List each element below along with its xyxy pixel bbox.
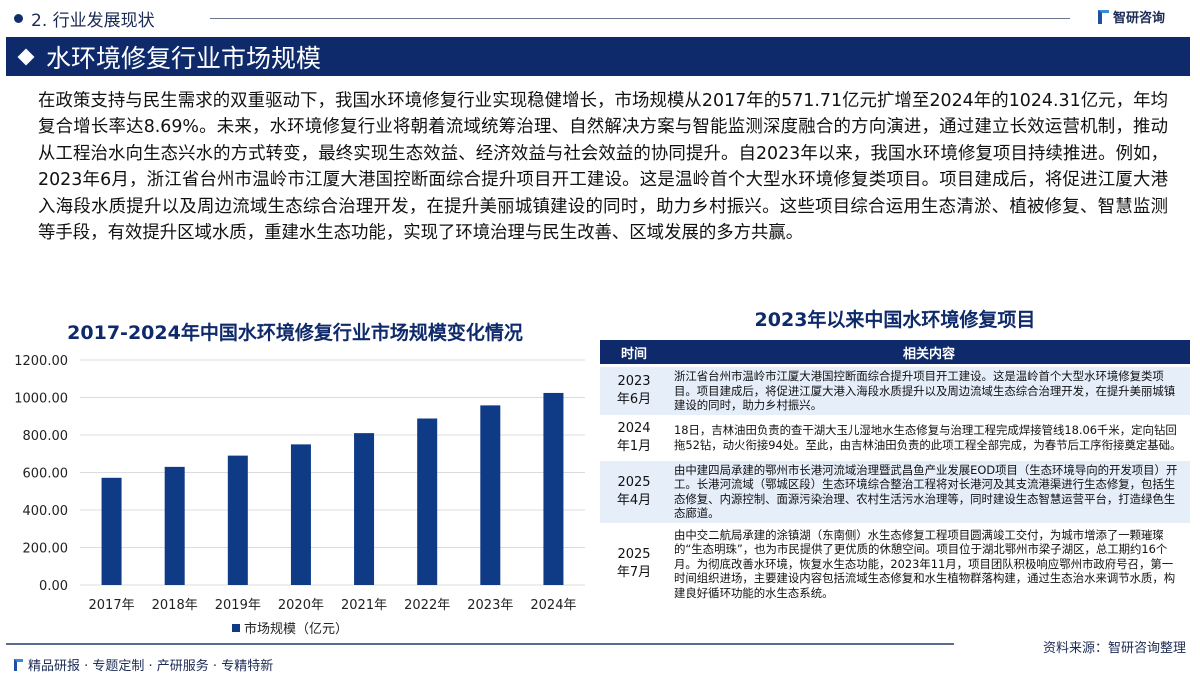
logo-icon — [14, 658, 23, 671]
legend-swatch — [232, 624, 240, 632]
footer-divider — [6, 643, 954, 645]
divider — [210, 18, 1070, 19]
title-banner: 水环境修复行业市场规模 — [6, 37, 1190, 76]
x-tick-label: 2018年 — [152, 598, 198, 613]
bar — [543, 392, 564, 585]
x-tick-label: 2020年 — [278, 598, 324, 613]
x-tick-label: 2023年 — [467, 598, 513, 613]
chart-title: 2017-2024年中国水环境修复行业市场规模变化情况 — [67, 322, 523, 344]
row-content: 由中建四局承建的鄂州市长港河流域治理暨武昌鱼产业发展EOD项目（生态环境导向的开… — [668, 460, 1190, 523]
bar — [417, 418, 438, 585]
bar — [227, 455, 248, 585]
row-content: 由中交二航局承建的涂镇湖（东南侧）水生态修复工程项目圆满竣工交付，为城市增添了一… — [674, 527, 1176, 600]
x-tick-label: 2022年 — [404, 598, 450, 613]
bar — [480, 405, 501, 585]
bar — [354, 433, 375, 585]
y-tick-label: 200.00 — [23, 542, 69, 557]
projects-table: 时间 相关内容 2023 年6月 浙江省台州市温岭市江厦大港国控断面综合提升项目开工… — [600, 337, 1190, 605]
bar — [164, 466, 185, 585]
footer: 精品研报 · 专题定制 · 产研服务 · 专精特新 — [14, 655, 273, 674]
y-tick-label: 0.00 — [39, 579, 68, 594]
header-time: 时间 — [600, 340, 668, 364]
x-tick-label: 2017年 — [89, 598, 135, 613]
logo-text: 智研咨询 — [1113, 11, 1166, 26]
table-row: 2024 年1月 18日，吉林油田负责的查干湖大玉儿湿地水生态修复与治理工程完成焊… — [600, 418, 1190, 458]
row-time: 2023 年6月 — [600, 367, 668, 415]
table-title: 2023年以来中国水环境修复项目 — [754, 309, 1036, 331]
source-note: 资料来源：智研咨询整理 — [1042, 641, 1186, 656]
diamond-icon — [17, 48, 35, 65]
row-time: 2025 年4月 — [600, 460, 668, 523]
header-content: 相关内容 — [668, 340, 1190, 364]
page-title: 水环境修复行业市场规模 — [46, 43, 322, 73]
y-tick-label: 600.00 — [23, 467, 69, 482]
logo: 智研咨询 — [1098, 7, 1165, 26]
logo-icon — [1098, 9, 1109, 24]
x-tick-label: 2024年 — [530, 598, 576, 613]
x-tick-label: 2019年 — [215, 598, 261, 613]
y-tick-label: 1000.00 — [14, 392, 68, 407]
footer-text: 精品研报 · 专题定制 · 产研服务 · 专精特新 — [28, 659, 274, 674]
bar-chart: 0.00 200.00 400.00 600.00 800.00 1000.00 1200.… — [14, 354, 585, 637]
bar — [290, 444, 311, 585]
row-time: 2024 年1月 — [616, 420, 652, 454]
section-label: 2. 行业发展现状 — [31, 11, 155, 31]
y-tick-label: 400.00 — [23, 504, 69, 519]
table-row: 2025 年7月 由中交二航局承建的涂镇湖（东南侧）水生态修复工程项目圆满竣工交付… — [600, 526, 1190, 603]
table-row: 2023 年6月 浙江省台州市温岭市江厦大港国控断面综合提升项目开工建设。这是温岭… — [600, 367, 1190, 415]
row-content: 浙江省台州市温岭市江厦大港国控断面综合提升项目开工建设。这是温岭首个大型水环境修… — [668, 367, 1190, 415]
legend-label: 市场规模（亿元） — [244, 621, 348, 637]
y-tick-label: 1200.00 — [14, 354, 68, 369]
bar — [101, 477, 122, 585]
x-tick-label: 2021年 — [341, 598, 387, 613]
section-heading: 2. 行业发展现状 — [14, 6, 155, 31]
y-tick-label: 800.00 — [23, 429, 69, 444]
row-time: 2025 年7月 — [616, 546, 652, 580]
bullet-icon — [14, 14, 23, 23]
intro-paragraph: 在政策支持与民生需求的双重驱动下，我国水环境修复行业实现稳健增长，市场规模从20… — [38, 91, 1168, 244]
row-content: 18日，吉林油田负责的查干湖大玉儿湿地水生态修复与治理工程完成焊接管线18.06… — [674, 423, 1182, 452]
table-row: 2025 年4月 由中建四局承建的鄂州市长港河流域治理暨武昌鱼产业发展EOD项目（… — [600, 460, 1190, 523]
